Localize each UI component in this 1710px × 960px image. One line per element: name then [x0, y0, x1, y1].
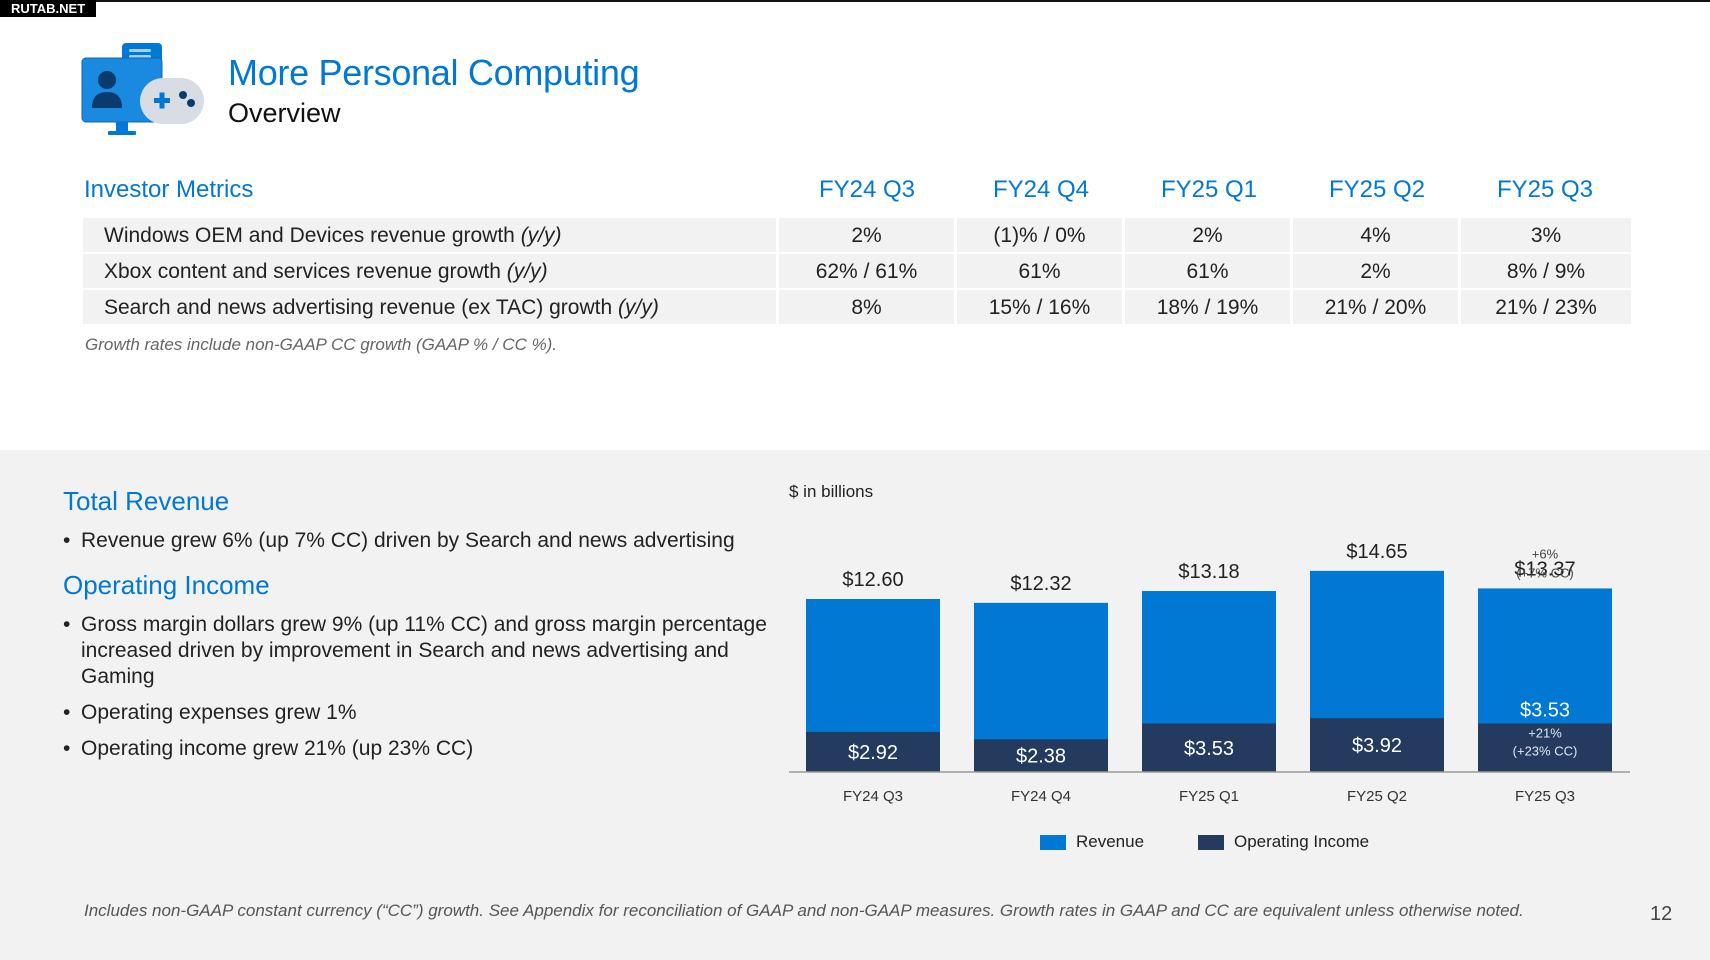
revenue-label: $12.32	[1010, 573, 1071, 595]
table-cell: 4%	[1293, 218, 1458, 252]
metrics-heading: Investor Metrics	[84, 176, 254, 203]
column-header: FY25 Q2	[1328, 176, 1426, 203]
metrics-note: Growth rates include non-GAAP CC growth …	[85, 335, 558, 354]
operating-income-label: $2.92	[848, 742, 898, 764]
revenue-growth-annotation: (+7% CC)	[1516, 565, 1573, 580]
devices-gaming-icon	[81, 43, 204, 135]
total-revenue-heading: Total Revenue	[63, 486, 230, 516]
table-cell: 61%	[1125, 254, 1290, 288]
list-item: Revenue grew 6% (up 7% CC) driven by Sea…	[63, 528, 783, 554]
top-rule	[0, 0, 1710, 2]
table-row: Windows OEM and Devices revenue growth (…	[83, 218, 1631, 254]
row-label: Search and news advertising revenue (ex …	[104, 296, 659, 319]
legend-label: Operating Income	[1234, 832, 1370, 851]
legend-item-revenue: Revenue	[1040, 832, 1144, 852]
table-cell: 8% / 9%	[1461, 254, 1631, 288]
table-row: Xbox content and services revenue growth…	[83, 254, 1631, 290]
revenue-label: $13.37	[1514, 558, 1575, 580]
revenue-label: $12.60	[842, 569, 903, 591]
revenue-label: $14.65	[1346, 541, 1407, 563]
page-subtitle: Overview	[228, 98, 341, 128]
table-row: Search and news advertising revenue (ex …	[83, 290, 1631, 326]
x-tick-label: FY25 Q2	[1347, 788, 1407, 805]
operating-income-bullets: Gross margin dollars grew 9% (up 11% CC)…	[63, 612, 783, 772]
row-label: Xbox content and services revenue growth…	[104, 260, 548, 283]
chart-unit-label: $ in billions	[789, 482, 874, 501]
row-label-cell: Search and news advertising revenue (ex …	[83, 290, 776, 324]
footnote: Includes non-GAAP constant currency (“CC…	[84, 901, 1524, 920]
operating-income-growth-annotation: +21%	[1528, 726, 1562, 741]
revenue-label: $13.18	[1178, 561, 1239, 583]
row-label: Windows OEM and Devices revenue growth (…	[104, 224, 562, 247]
row-label-cell: Xbox content and services revenue growth…	[83, 254, 776, 288]
page-number: 12	[1650, 903, 1673, 925]
column-header: FY25 Q3	[1496, 176, 1594, 203]
operating-income-growth-annotation: (+23% CC)	[1513, 744, 1578, 759]
operating-income-bar	[1310, 718, 1444, 772]
legend-swatch-operating-income	[1198, 834, 1224, 850]
legend-label: Revenue	[1076, 832, 1145, 851]
x-tick-label: FY25 Q3	[1515, 788, 1575, 805]
table-cell: 2%	[1125, 218, 1290, 252]
row-label-cell: Windows OEM and Devices revenue growth (…	[83, 218, 776, 252]
revenue-growth-annotation: +6%	[1532, 546, 1559, 561]
table-cell: 2%	[779, 218, 954, 252]
table-cell: 3%	[1461, 218, 1631, 252]
x-tick-label: FY25 Q1	[1179, 788, 1239, 805]
watermark: RUTAB.NET	[0, 0, 97, 17]
column-header: FY24 Q3	[818, 176, 916, 203]
x-tick-label: FY24 Q4	[1011, 788, 1071, 805]
table-cell: 2%	[1293, 254, 1458, 288]
table-cell: 18% / 19%	[1125, 290, 1290, 324]
list-item: Operating expenses grew 1%	[63, 700, 783, 726]
operating-income-bar	[806, 731, 940, 772]
x-tick-label: FY24 Q3	[843, 788, 903, 805]
page-title: More Personal Computing	[228, 52, 640, 93]
legend-item-operating-income: Operating Income	[1198, 832, 1369, 852]
operating-income-label: $3.53	[1184, 738, 1234, 760]
operating-income-bar	[1478, 723, 1612, 772]
table-cell: (1)% / 0%	[957, 218, 1122, 252]
table-cell: 21% / 23%	[1461, 290, 1631, 324]
table-cell: 8%	[779, 290, 954, 324]
list-item: Operating income grew 21% (up 23% CC)	[63, 736, 783, 762]
operating-income-bar	[1142, 723, 1276, 772]
operating-income-label: $3.53	[1520, 700, 1570, 722]
legend-swatch-revenue	[1040, 834, 1066, 850]
table-cell: 61%	[957, 254, 1122, 288]
metrics-header-row: Investor Metrics FY24 Q3 FY24 Q4 FY25 Q1…	[83, 168, 1631, 218]
operating-income-label: $3.92	[1352, 735, 1402, 757]
operating-income-bar	[974, 739, 1108, 772]
table-cell: 21% / 20%	[1293, 290, 1458, 324]
column-header: FY24 Q4	[992, 176, 1090, 203]
investor-metrics-table: Investor Metrics FY24 Q3 FY24 Q4 FY25 Q1…	[83, 168, 1631, 354]
table-cell: 62% / 61%	[779, 254, 954, 288]
column-header: FY25 Q1	[1160, 176, 1258, 203]
operating-income-label: $2.38	[1016, 746, 1066, 768]
total-revenue-bullets: Revenue grew 6% (up 7% CC) driven by Sea…	[63, 528, 783, 564]
list-item: Gross margin dollars grew 9% (up 11% CC)…	[63, 612, 783, 690]
table-cell: 15% / 16%	[957, 290, 1122, 324]
operating-income-heading: Operating Income	[63, 570, 270, 600]
